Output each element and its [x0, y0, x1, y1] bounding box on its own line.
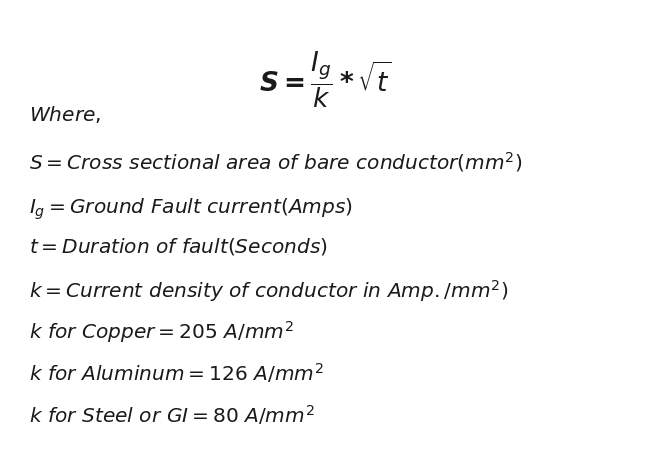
Text: $\mathit{k = Current\ density\ of\ conductor\ in\ Amp./mm^2)}$: $\mathit{k = Current\ density\ of\ condu… — [29, 278, 508, 304]
Text: $\mathit{k\ for\ Copper = 205\ A/mm^2}$: $\mathit{k\ for\ Copper = 205\ A/mm^2}$ — [29, 319, 294, 345]
Text: $\mathit{S = Cross\ sectional\ area\ of\ bare\ conductor(mm^2)}$: $\mathit{S = Cross\ sectional\ area\ of\… — [29, 150, 523, 175]
Text: $\boldsymbol{S = \dfrac{I_g}{k} * \sqrt{t}}$: $\boldsymbol{S = \dfrac{I_g}{k} * \sqrt{… — [259, 49, 392, 110]
Text: $\mathit{k\ for\ Steel\ or\ GI = 80\ A/mm^2}$: $\mathit{k\ for\ Steel\ or\ GI = 80\ A/m… — [29, 403, 315, 427]
Text: $\mathit{I_g = Ground\ Fault\ current(Amps)}$: $\mathit{I_g = Ground\ Fault\ current(Am… — [29, 197, 353, 222]
Text: $\mathit{Where,}$: $\mathit{Where,}$ — [29, 104, 102, 125]
Text: $\mathit{t = Duration\ of\ fault(Seconds)}$: $\mathit{t = Duration\ of\ fault(Seconds… — [29, 236, 328, 257]
Text: $\mathit{k\ for\ Aluminum = 126\ A/mm^2}$: $\mathit{k\ for\ Aluminum = 126\ A/mm^2}… — [29, 361, 324, 385]
